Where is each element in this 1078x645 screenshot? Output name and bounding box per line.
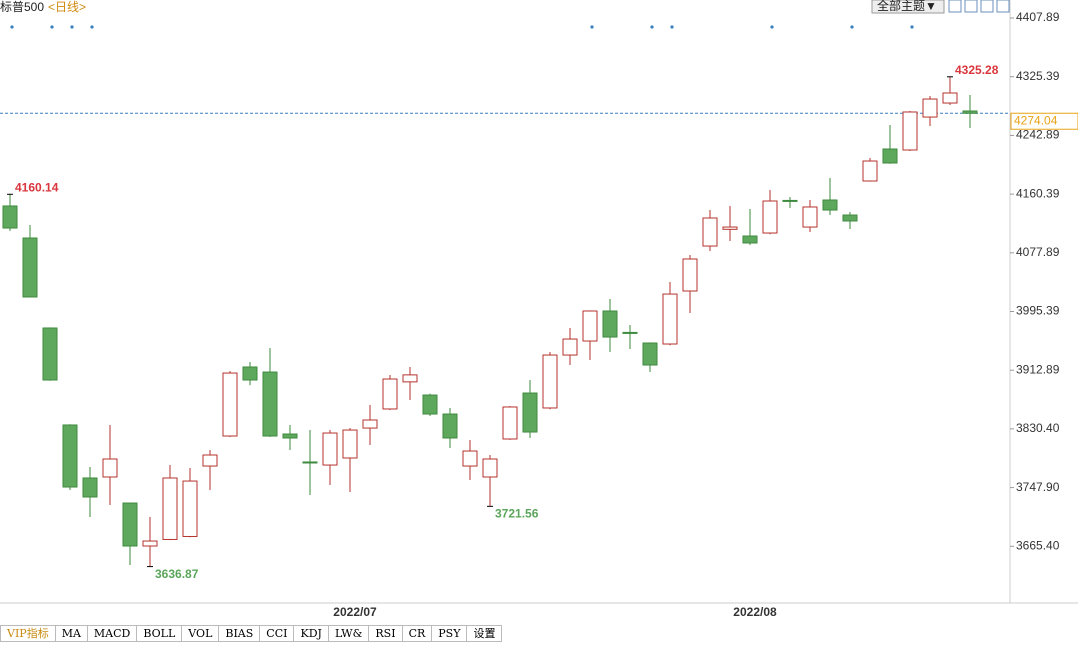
candle-body — [282, 433, 298, 439]
tab[interactable]: BIAS — [219, 625, 261, 642]
candle-body — [882, 148, 898, 164]
tab[interactable]: LW& — [328, 625, 370, 642]
tab[interactable]: PSY — [432, 625, 468, 642]
candle-body — [562, 338, 578, 356]
event-dots — [10, 25, 914, 29]
candle-body — [302, 461, 318, 464]
y-tick-label: 4407.89 — [1016, 10, 1060, 24]
theme-button[interactable] — [871, 0, 945, 14]
candle-body — [322, 432, 338, 466]
candle-body — [102, 458, 118, 478]
candle-body — [122, 502, 138, 547]
y-tick-label: 3912.89 — [1016, 362, 1060, 376]
candle-body — [402, 374, 418, 383]
tab[interactable]: BOLL — [137, 625, 183, 642]
theme-label[interactable]: 全部主题▼ — [877, 0, 937, 13]
candle-body — [782, 199, 798, 202]
candle-body — [962, 110, 978, 114]
candle-body — [942, 92, 958, 104]
y-tick-label: 4077.89 — [1016, 245, 1060, 259]
candle-body — [582, 310, 598, 342]
candle-body — [222, 372, 238, 437]
x-tick-label: 2022/08 — [733, 605, 777, 619]
indicator-tabs: VIP指标 MA MACD BOLL VOL BIAS CCI KDJ LW& RSI CR PSY 设… — [0, 625, 503, 642]
tab[interactable]: MACD — [87, 625, 138, 642]
y-tick-label: 4242.89 — [1016, 128, 1060, 142]
candle-body — [242, 366, 258, 381]
candle-body — [842, 214, 858, 222]
candle-body — [262, 371, 278, 437]
x-tick-label: 2022/07 — [333, 605, 377, 619]
candle-body — [362, 419, 378, 429]
tab[interactable]: MA — [55, 625, 88, 642]
candle-body — [142, 540, 158, 547]
toolbar[interactable] — [948, 0, 1010, 13]
candle-body — [642, 342, 658, 366]
tab[interactable]: 设置 — [467, 625, 503, 642]
candle-body — [342, 429, 358, 459]
candle-body — [2, 205, 18, 229]
extreme-label: 4325.28 — [955, 63, 999, 77]
candle-body — [922, 98, 938, 118]
candle-body — [62, 424, 78, 488]
y-tick-label: 4325.39 — [1016, 69, 1060, 83]
candle-body — [382, 378, 398, 410]
extreme-label: 3636.87 — [155, 567, 199, 581]
candle-body — [502, 406, 518, 440]
tab[interactable]: RSI — [369, 625, 403, 642]
candle-body — [482, 458, 498, 478]
candle-body — [682, 258, 698, 292]
y-tick-label: 3830.40 — [1016, 421, 1060, 435]
candle-body — [622, 331, 638, 334]
last-price-box — [1010, 112, 1078, 130]
candle-body — [22, 237, 38, 298]
y-tick-label: 3665.40 — [1016, 538, 1060, 552]
y-tick-label: 4160.39 — [1016, 186, 1060, 200]
extreme-label: 4160.14 — [15, 180, 59, 194]
candle-body — [802, 206, 818, 228]
period[interactable]: <日线> — [48, 0, 86, 14]
candle-body — [442, 413, 458, 439]
tab[interactable]: KDJ — [294, 625, 329, 642]
candle-body — [522, 392, 538, 433]
y-tick-label: 3995.39 — [1016, 304, 1060, 318]
candle-body — [462, 450, 478, 467]
tab[interactable]: VOL — [182, 625, 220, 642]
tab[interactable]: CR — [402, 625, 433, 642]
candle-body — [722, 226, 738, 230]
candle-body — [702, 217, 718, 247]
candle-body — [202, 454, 218, 467]
y-tick-label: 3747.90 — [1016, 480, 1060, 494]
candle-body — [162, 477, 178, 540]
symbol: 标普500 — [0, 0, 44, 14]
candle-body — [42, 327, 58, 381]
candle-body — [742, 235, 758, 244]
candle-body — [902, 111, 918, 151]
last-price-label: 4274.04 — [1014, 113, 1058, 127]
extreme-label: 3721.56 — [495, 507, 539, 521]
candle-body — [82, 477, 98, 498]
candle-body — [822, 199, 838, 211]
candle-body — [182, 480, 198, 537]
candle-body — [542, 354, 558, 409]
tab[interactable]: CCI — [260, 625, 295, 642]
candle-body — [862, 160, 878, 182]
tab[interactable]: VIP指标 — [0, 625, 56, 642]
candle-body — [762, 200, 778, 234]
candle-body — [422, 394, 438, 415]
candle-body — [662, 293, 678, 345]
chart: 标普500 <日线> 全部主题▼ 4407.89 4325.39 4242.89 41… — [0, 0, 1078, 619]
candle-body — [602, 310, 618, 338]
